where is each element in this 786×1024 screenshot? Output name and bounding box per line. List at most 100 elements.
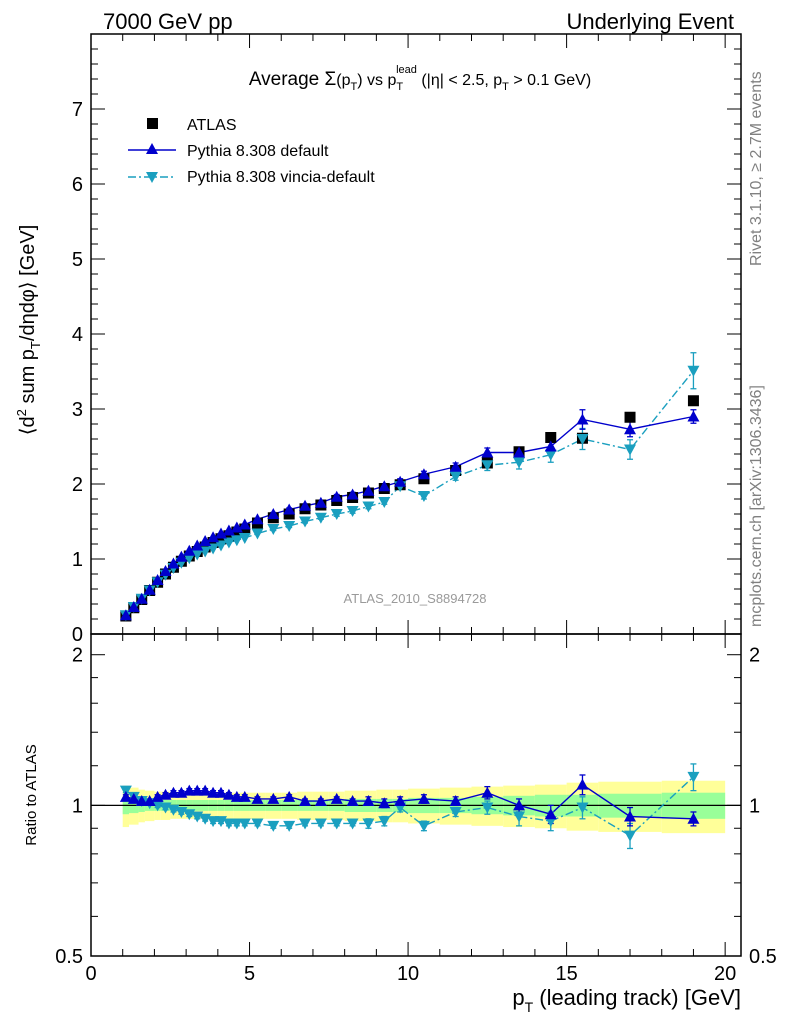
ylabel-part-a: ⟨d bbox=[17, 416, 39, 435]
ratio-vincia-point bbox=[624, 830, 637, 842]
ratio-vincia-point bbox=[251, 818, 264, 830]
ratio-default-point bbox=[251, 792, 264, 804]
default-point bbox=[378, 480, 391, 492]
title-cut-a: (|η| < 2.5, p bbox=[417, 72, 502, 89]
ratio-y-tick-label-right: 2 bbox=[749, 645, 760, 667]
ratio-default-point bbox=[207, 786, 220, 798]
ratio-default-point bbox=[394, 795, 407, 807]
ratio-default-point bbox=[687, 812, 700, 824]
mcplots-label: mcplots.cern.ch [arXiv:1306.3436] bbox=[748, 385, 765, 627]
ratio-default-point bbox=[267, 792, 280, 804]
title-prefix: Average bbox=[249, 69, 325, 90]
ratio-frame bbox=[90, 633, 742, 957]
x-axis-label: pT (leading track) [GeV] bbox=[512, 985, 741, 1015]
vincia-point bbox=[687, 365, 700, 377]
default-point bbox=[215, 527, 227, 539]
ratio-default-point bbox=[449, 795, 462, 807]
ratio-default-point bbox=[346, 795, 359, 807]
legend-default-marker bbox=[146, 143, 158, 154]
vincia-point bbox=[215, 540, 227, 552]
ratio-vincia-point bbox=[417, 820, 430, 832]
legend-default-label: Pythia 8.308 default bbox=[187, 143, 329, 160]
default-point bbox=[449, 460, 462, 472]
x-tick-label: 0 bbox=[85, 963, 96, 985]
default-point bbox=[544, 440, 557, 452]
ratio-vincia-point bbox=[330, 818, 343, 830]
default-point bbox=[417, 468, 430, 480]
vincia-line bbox=[125, 370, 694, 616]
ylabel-part-b: sum p bbox=[17, 349, 39, 409]
vincia-point bbox=[283, 521, 296, 532]
ratio-vincia-point bbox=[378, 816, 391, 828]
ratio-default-point bbox=[314, 795, 327, 807]
default-point bbox=[183, 544, 196, 556]
atlas-data-point bbox=[223, 530, 235, 542]
main-panel: 0 1 2 3 4 5 6 7 ATLAS_2010_S8894728 Average Σ(p… bbox=[14, 33, 742, 646]
ratio-vincia-point bbox=[238, 818, 251, 830]
default-point bbox=[362, 484, 375, 496]
ratio-default-point bbox=[283, 790, 296, 802]
main-y-tick-label: 4 bbox=[72, 324, 83, 346]
ratio-vincia-point bbox=[299, 818, 312, 830]
atlas-data-point bbox=[624, 411, 636, 423]
atlas-data-point bbox=[207, 537, 219, 548]
x-tick-label: 15 bbox=[555, 963, 577, 985]
atlas-data-point bbox=[687, 395, 699, 407]
main-y-axis-label: ⟨d2 sum pT/dηdφ⟩ [GeV] bbox=[14, 225, 43, 436]
default-point bbox=[167, 557, 180, 569]
ratio-default-point bbox=[624, 810, 637, 822]
main-y-tick-label: 7 bbox=[72, 99, 83, 121]
ratio-default-point bbox=[362, 795, 375, 807]
ylabel-sup: 2 bbox=[14, 409, 29, 416]
ratio-default-point bbox=[183, 784, 196, 796]
legend-atlas-label: ATLAS bbox=[187, 117, 237, 134]
default-point bbox=[230, 521, 243, 533]
default-point bbox=[267, 508, 280, 519]
ratio-vincia-point bbox=[362, 818, 375, 830]
vincia-point bbox=[330, 509, 343, 520]
ratio-y-tick-label-left: 2 bbox=[72, 645, 83, 667]
ratio-y-tick-label-right: 1 bbox=[749, 795, 760, 817]
vincia-point bbox=[624, 444, 637, 456]
ratio-vincia-point bbox=[283, 820, 296, 832]
default-point bbox=[222, 524, 235, 536]
ratio-default-point bbox=[330, 792, 343, 804]
title-sigma: Σ bbox=[325, 69, 337, 90]
vincia-point bbox=[449, 471, 462, 483]
ratio-panel: 0.5 0.5 1 1 2 2 0 5 10 15 20 Ratio to ATLAS pT (l… bbox=[23, 633, 777, 1015]
default-point bbox=[330, 490, 343, 502]
ratio-vincia-point bbox=[314, 818, 327, 830]
ylabel-sub: T bbox=[28, 341, 43, 349]
x-tick-label: 20 bbox=[714, 963, 736, 985]
main-plot-area bbox=[119, 352, 700, 622]
main-y-tick-labels: 0 1 2 3 4 5 6 7 bbox=[72, 99, 83, 646]
ratio-default-point bbox=[127, 792, 140, 804]
ratio-default-point bbox=[222, 788, 235, 800]
main-y-tick-label: 6 bbox=[72, 174, 83, 196]
legend: ATLAS Pythia 8.308 default Pythia 8.308 … bbox=[128, 117, 375, 186]
legend-vincia-marker bbox=[146, 172, 158, 183]
ratio-y-axis-label: Ratio to ATLAS bbox=[23, 744, 40, 845]
ratio-vincia-point bbox=[207, 816, 220, 828]
vincia-point bbox=[513, 457, 526, 469]
vincia-point bbox=[378, 497, 391, 508]
title-cut-sub: T bbox=[502, 81, 509, 93]
vincia-point bbox=[267, 524, 280, 535]
main-y-tick-label: 3 bbox=[72, 399, 83, 421]
title-lead-sup: lead bbox=[396, 64, 417, 76]
default-point bbox=[346, 488, 359, 500]
atlas-data-point bbox=[545, 432, 557, 443]
default-point bbox=[127, 601, 140, 612]
ratio-vincia-point bbox=[481, 802, 494, 814]
default-point bbox=[687, 410, 700, 422]
ratio-vincia-point bbox=[230, 818, 243, 830]
ratio-default-point bbox=[119, 790, 132, 802]
vincia-point bbox=[544, 449, 557, 461]
vincia-point bbox=[251, 528, 264, 540]
default-point bbox=[576, 413, 589, 425]
main-y-tick-label: 2 bbox=[72, 474, 83, 496]
ratio-y-tick-label-left: 1 bbox=[72, 795, 83, 817]
default-point bbox=[119, 609, 132, 621]
vincia-point bbox=[362, 501, 375, 513]
